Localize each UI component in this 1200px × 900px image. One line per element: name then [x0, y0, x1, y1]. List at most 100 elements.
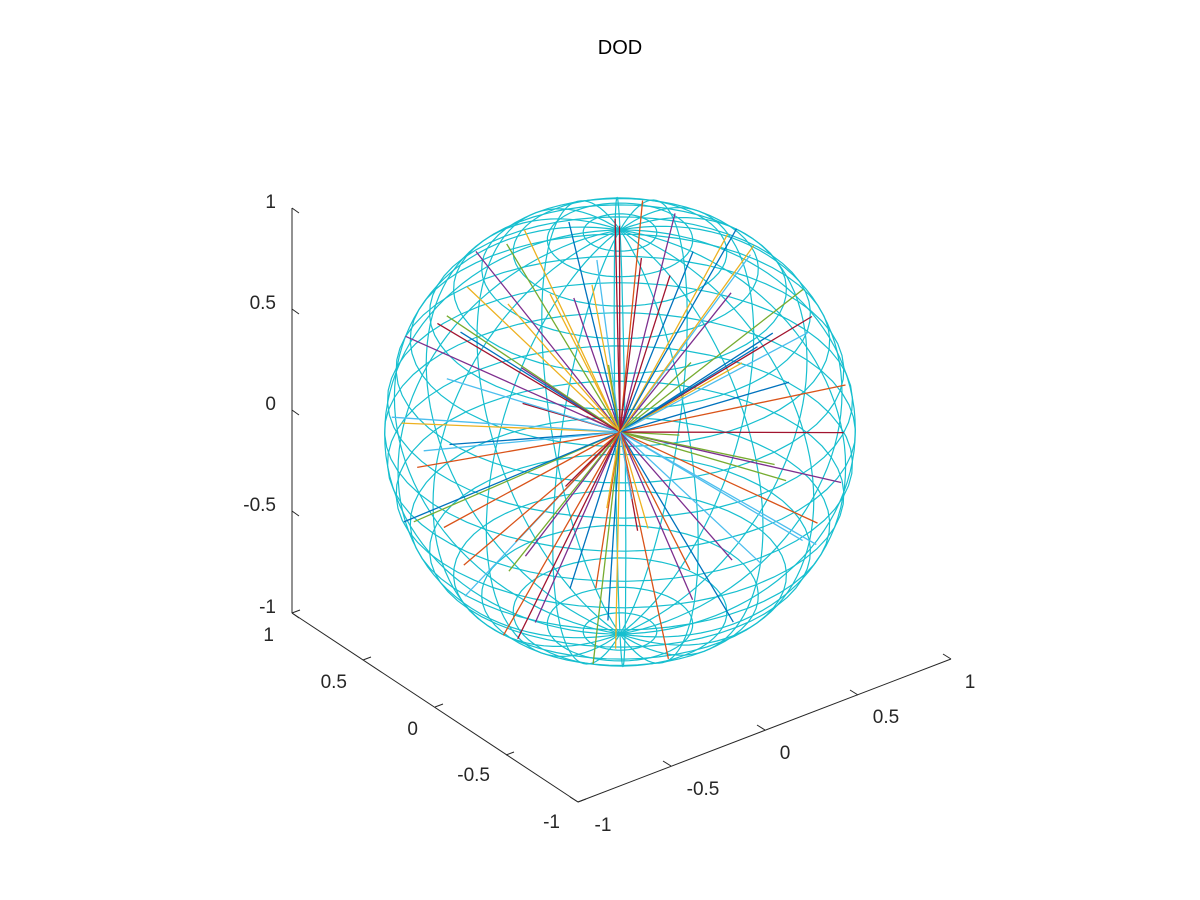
sphere-meridian [619, 229, 856, 635]
direction-segment [619, 228, 738, 433]
direction-segment [619, 431, 787, 482]
direction-segment [423, 431, 621, 452]
direction-segment [619, 384, 846, 433]
direction-segment [403, 431, 621, 523]
z-tick-mark [291, 612, 300, 619]
y-axis-line [291, 612, 579, 803]
direction-segment [549, 293, 621, 433]
direction-segment [619, 346, 758, 433]
direction-segment [417, 431, 621, 469]
direction-segment [506, 243, 621, 433]
direction-segment [391, 416, 621, 433]
sphere-meridian [619, 229, 764, 656]
z-tick-label: 0 [265, 394, 276, 415]
direction-segment [523, 229, 621, 433]
direction-segment [607, 431, 621, 621]
direction-segment [517, 431, 621, 640]
y-tick-mark [577, 798, 587, 803]
direction-segment [614, 431, 621, 649]
direction-segment [534, 431, 621, 623]
sphere-meridian [619, 199, 688, 635]
direction-segment [508, 431, 621, 572]
direction-segment [619, 431, 803, 542]
direction-segment [614, 218, 621, 433]
direction-segment [619, 292, 732, 433]
x-tick-mark [756, 724, 766, 731]
sphere-meridian [619, 217, 808, 635]
sphere-meridian [552, 229, 621, 665]
x-tick-label: 0 [780, 743, 791, 764]
y-tick-label: 0.5 [321, 672, 347, 693]
y-tick-label: -0.5 [457, 765, 490, 786]
direction-segment [443, 431, 621, 529]
direction-segment [619, 331, 809, 433]
direction-segment [619, 431, 842, 484]
direction-segment [619, 431, 691, 571]
y-tick-mark [362, 656, 372, 661]
sphere-meridian [476, 208, 621, 635]
direction-segment [569, 431, 621, 589]
direction-segment [619, 275, 671, 433]
direction-segment [463, 431, 621, 566]
direction-segment [401, 422, 621, 433]
direction-segment [619, 245, 755, 433]
sphere-meridian [485, 229, 621, 658]
direction-segment [619, 251, 694, 433]
direction-segment [619, 431, 775, 466]
direction-segment [502, 431, 621, 636]
z-tick-mark [291, 207, 300, 214]
direction-segment [607, 364, 621, 433]
direction-segment [619, 431, 844, 434]
direction-segment [568, 221, 621, 433]
direction-segment [565, 431, 621, 487]
direction-segment [619, 233, 729, 433]
direction-segment [619, 362, 692, 433]
direction-segment [606, 431, 621, 509]
direction-lines [391, 200, 846, 665]
y-tick-mark [291, 609, 301, 614]
direction-segment [437, 322, 621, 433]
y-tick-label: 1 [263, 625, 274, 646]
z-tick-mark [291, 510, 300, 517]
x-tick-mark [569, 796, 579, 803]
direction-segment [619, 431, 670, 660]
x-tick-mark [662, 760, 672, 767]
z-tick-label: -0.5 [243, 495, 276, 516]
sphere-meridian [541, 200, 621, 635]
x-tick-label: -1 [595, 815, 612, 836]
direction-segment [619, 431, 733, 561]
x-tick-label: -0.5 [687, 779, 720, 800]
x-tick-label: 0.5 [873, 707, 899, 728]
direction-segment [475, 250, 621, 433]
direction-segment [619, 431, 762, 564]
x-axis-line [577, 658, 952, 803]
direction-segment [466, 286, 621, 433]
direction-segment [507, 303, 621, 433]
direction-segment [592, 431, 621, 665]
direction-segment [619, 258, 643, 433]
direction-segment [405, 335, 621, 433]
direction-segment [596, 259, 621, 433]
sphere-meridian [425, 218, 621, 635]
x-tick-label: 1 [965, 672, 976, 693]
direction-segment [619, 288, 804, 433]
z-tick-label: -1 [259, 597, 276, 618]
direction-segment [619, 431, 734, 623]
y-tick-label: 0 [407, 719, 418, 740]
sphere-meridian [619, 206, 755, 635]
sphere-meridian [619, 229, 815, 646]
direction-segment [573, 297, 621, 433]
sphere-meridian [432, 229, 621, 648]
sphere-meridian [619, 229, 627, 668]
axis-ticks: 1 0.5 0 -0.5 -1 1 0.5 0 -0.5 -1 -1 -0.5 … [243, 192, 975, 836]
direction-segment [446, 315, 621, 433]
direction-segment [619, 431, 818, 524]
y-tick-mark [434, 703, 444, 708]
direction-segment [619, 200, 644, 433]
direction-segment [446, 378, 621, 433]
z-tick-label: 1 [265, 192, 276, 213]
direction-segment [619, 431, 694, 600]
x-tick-mark [942, 653, 952, 660]
z-tick-mark [291, 308, 300, 315]
